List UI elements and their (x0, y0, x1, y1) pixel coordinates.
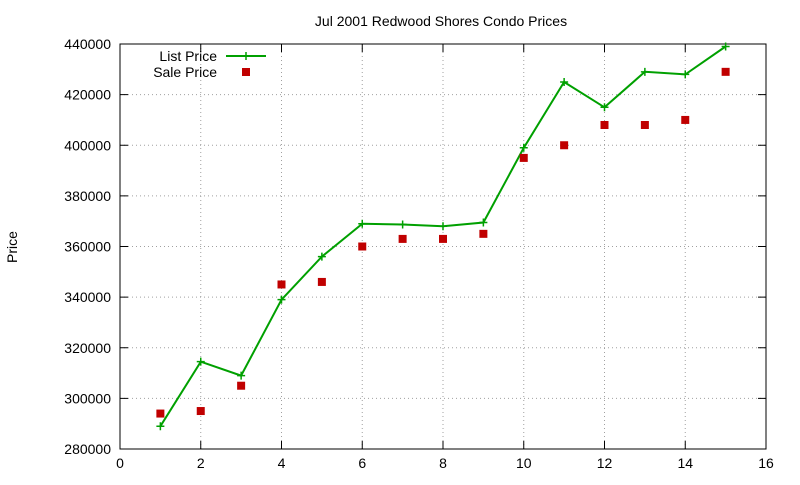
sale-price-point (398, 234, 407, 243)
legend-plus-marker (242, 52, 250, 60)
sale-price-point (237, 381, 246, 390)
list-price-point (640, 67, 649, 76)
sale-price-point (156, 409, 165, 418)
x-tick-label: 16 (758, 455, 774, 471)
y-tick-label: 340000 (64, 289, 111, 305)
sale-price-point (681, 115, 690, 124)
sale-price-point (519, 153, 528, 162)
y-tick-label: 300000 (64, 390, 111, 406)
series-list-price (156, 42, 730, 431)
x-tick-label: 6 (358, 455, 366, 471)
y-tick-label: 360000 (64, 239, 111, 255)
x-tick-label: 2 (197, 455, 205, 471)
legend-square-marker (242, 68, 250, 76)
y-axis-label: Price (4, 231, 20, 263)
list-price-point (156, 422, 165, 431)
plot-area: 280000 300000 320000 340000 360000 380000 4000… (64, 36, 774, 471)
list-price-point (439, 222, 447, 231)
legend-label: List Price (159, 48, 217, 64)
chart-title: Jul 2001 Redwood Shores Condo Prices (315, 13, 567, 29)
x-tick-label: 4 (278, 455, 286, 471)
list-price-point (317, 252, 326, 261)
sale-price-point (600, 121, 609, 129)
list-price-point (277, 295, 286, 304)
y-tick-label: 380000 (64, 188, 111, 204)
y-tick-label: 280000 (64, 441, 111, 457)
grid-lines (120, 44, 766, 449)
sale-price-point (640, 121, 649, 129)
sale-price-point (196, 407, 205, 416)
sale-price-point (439, 234, 447, 243)
list-price-point (398, 220, 407, 229)
sale-price-point (721, 67, 730, 76)
list-price-point (196, 357, 205, 366)
legend-label: Sale Price (153, 64, 217, 80)
list-price-point (681, 70, 690, 79)
sale-price-point (560, 141, 569, 150)
y-tick-label: 440000 (64, 36, 111, 52)
y-tick-label: 400000 (64, 137, 111, 153)
list-price-point (560, 77, 569, 86)
axes: 280000 300000 320000 340000 360000 380000 4000… (64, 36, 774, 471)
list-price-point (479, 218, 488, 227)
series-sale-price (156, 67, 730, 418)
list-price-point (237, 371, 246, 380)
y-tick-label: 320000 (64, 340, 111, 356)
x-tick-label: 0 (116, 455, 124, 471)
sale-price-point (479, 229, 488, 238)
list-price-point (358, 219, 367, 228)
x-tick-label: 12 (597, 455, 613, 471)
sale-price-point (277, 280, 286, 289)
sale-price-point (317, 277, 326, 286)
x-tick-label: 10 (516, 455, 532, 471)
list-price-point (600, 103, 609, 112)
list-price-point (519, 143, 528, 152)
sale-price-point (358, 242, 367, 251)
x-tick-label: 14 (677, 455, 693, 471)
plot-frame (119, 43, 767, 450)
y-tick-label: 420000 (64, 87, 111, 103)
x-tick-label: 8 (439, 455, 447, 471)
list-price-point (721, 42, 730, 51)
